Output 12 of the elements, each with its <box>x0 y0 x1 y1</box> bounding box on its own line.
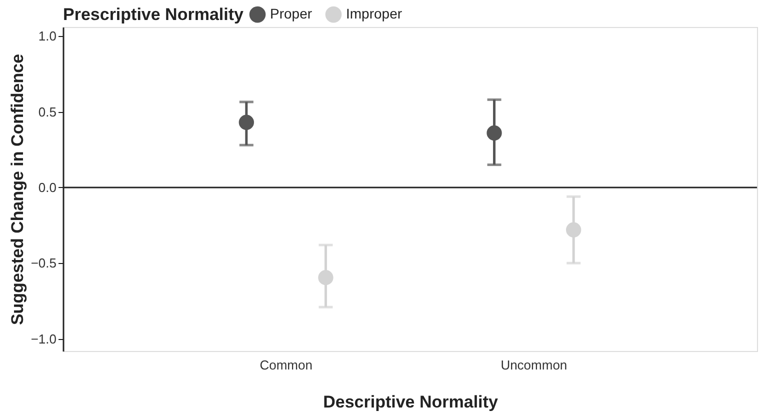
y-tick-label: 1.0 <box>38 28 56 44</box>
x-tick-label: Uncommon <box>500 358 568 372</box>
x-tick-label: Common <box>260 358 312 372</box>
y-tick-label: −1.0 <box>30 331 56 346</box>
legend-label: Improper <box>346 6 402 22</box>
legend-label: Proper <box>270 6 312 22</box>
y-axis-title: Suggested Change in Confidence <box>8 54 27 326</box>
legend-title: Prescriptive Normality <box>63 5 244 24</box>
y-tick-label: 0.5 <box>38 104 56 120</box>
y-tick-label: 0.0 <box>38 180 56 195</box>
x-axis-title: Descriptive Normality <box>323 392 498 412</box>
y-tick-label: −0.5 <box>30 256 56 271</box>
